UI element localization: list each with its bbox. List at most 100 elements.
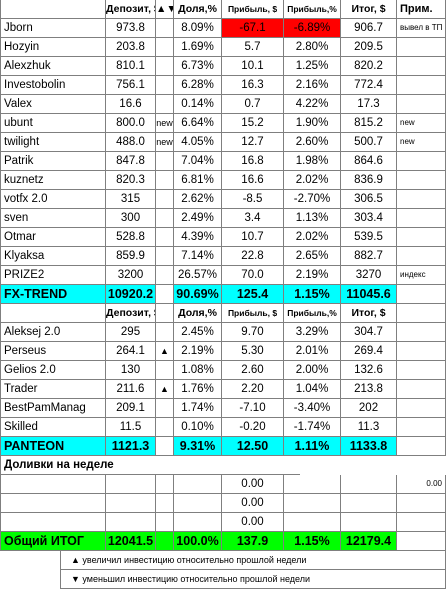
profit-cell[interactable]: 16.6: [222, 171, 284, 190]
profit-pct-cell[interactable]: 1.25%: [284, 57, 341, 76]
change-cell[interactable]: [156, 399, 174, 418]
note-cell[interactable]: [397, 228, 446, 247]
name-header[interactable]: [0, 0, 106, 19]
share-cell[interactable]: 2.19%: [174, 342, 222, 361]
note-cell[interactable]: [397, 285, 446, 304]
change-cell[interactable]: ▲: [156, 342, 174, 361]
profit-pct-total[interactable]: 1.11%: [284, 437, 341, 456]
profit-pct-total[interactable]: 1.15%: [284, 285, 341, 304]
investor-name[interactable]: Gelios 2.0: [0, 361, 106, 380]
profit-cell[interactable]: -8.5: [222, 190, 284, 209]
change-cell[interactable]: [156, 418, 174, 437]
note-cell[interactable]: [397, 152, 446, 171]
empty-cell[interactable]: [106, 494, 156, 513]
profit-header[interactable]: Прибыль, $: [222, 304, 284, 323]
share-cell[interactable]: 1.76%: [174, 380, 222, 399]
profit-total[interactable]: 137.9: [222, 532, 284, 551]
share-cell[interactable]: 1.69%: [174, 38, 222, 57]
deposit-total[interactable]: 12041.5: [106, 532, 156, 551]
change-cell[interactable]: ▲: [156, 380, 174, 399]
total-cell[interactable]: 306.5: [341, 190, 397, 209]
empty-cell[interactable]: [106, 475, 156, 494]
total-total[interactable]: 11045.6: [341, 285, 397, 304]
empty-cell[interactable]: [156, 475, 174, 494]
total-total[interactable]: 1133.8: [341, 437, 397, 456]
empty-cell[interactable]: [156, 513, 174, 532]
deposit-cell[interactable]: 488.0: [106, 133, 156, 152]
group-name[interactable]: Общий ИТОГ: [0, 532, 106, 551]
deposit-cell[interactable]: 130: [106, 361, 156, 380]
deposit-cell[interactable]: 211.6: [106, 380, 156, 399]
profit-pct-cell[interactable]: 2.60%: [284, 133, 341, 152]
deposit-header[interactable]: Депозит, $: [106, 304, 156, 323]
share-cell[interactable]: 26.57%: [174, 266, 222, 285]
name-header[interactable]: [0, 304, 106, 323]
share-cell[interactable]: 7.04%: [174, 152, 222, 171]
profit-cell[interactable]: 5.7: [222, 38, 284, 57]
deposit-cell[interactable]: 264.1: [106, 342, 156, 361]
investor-name[interactable]: sven: [0, 209, 106, 228]
share-total[interactable]: 90.69%: [174, 285, 222, 304]
note-cell[interactable]: [397, 323, 446, 342]
profit-cell[interactable]: -67.1: [222, 19, 284, 38]
profit-pct-cell[interactable]: 2.00%: [284, 361, 341, 380]
total-cell[interactable]: 132.6: [341, 361, 397, 380]
profit-cell[interactable]: -0.20: [222, 418, 284, 437]
investor-name[interactable]: Klyaksa: [0, 247, 106, 266]
profit-cell[interactable]: 0.7: [222, 95, 284, 114]
note-cell[interactable]: [397, 247, 446, 266]
investor-name[interactable]: Aleksej 2.0: [0, 323, 106, 342]
investor-name[interactable]: kuznetz: [0, 171, 106, 190]
change-cell[interactable]: new: [156, 133, 174, 152]
share-cell[interactable]: 1.74%: [174, 399, 222, 418]
profit-total[interactable]: 125.4: [222, 285, 284, 304]
note-cell[interactable]: индекс: [397, 266, 446, 285]
investor-name[interactable]: Alexzhuk: [0, 57, 106, 76]
total-cell[interactable]: 836.9: [341, 171, 397, 190]
share-cell[interactable]: 0.10%: [174, 418, 222, 437]
share-header[interactable]: Доля,%: [174, 0, 222, 19]
empty-cell[interactable]: [174, 513, 222, 532]
share-cell[interactable]: 8.09%: [174, 19, 222, 38]
empty-cell[interactable]: [0, 494, 106, 513]
empty-cell[interactable]: [106, 513, 156, 532]
total-cell[interactable]: 500.7: [341, 133, 397, 152]
profit-pct-cell[interactable]: 2.16%: [284, 76, 341, 95]
note-cell[interactable]: [397, 380, 446, 399]
change-header[interactable]: [156, 304, 174, 323]
note-header[interactable]: Прим.: [397, 0, 446, 19]
empty-cell[interactable]: [341, 513, 397, 532]
share-cell[interactable]: 7.14%: [174, 247, 222, 266]
total-cell[interactable]: 539.5: [341, 228, 397, 247]
note-cell[interactable]: [397, 532, 446, 551]
deposit-cell[interactable]: 820.3: [106, 171, 156, 190]
profit-pct-cell[interactable]: 1.98%: [284, 152, 341, 171]
empty-cell[interactable]: [284, 475, 341, 494]
deposit-cell[interactable]: 295: [106, 323, 156, 342]
deposit-cell[interactable]: 859.9: [106, 247, 156, 266]
note-cell[interactable]: new: [397, 114, 446, 133]
empty-cell[interactable]: [0, 513, 106, 532]
total-cell[interactable]: 882.7: [341, 247, 397, 266]
profit-pct-cell[interactable]: 1.13%: [284, 209, 341, 228]
investor-name[interactable]: votfx 2.0: [0, 190, 106, 209]
change-cell[interactable]: [156, 38, 174, 57]
investor-name[interactable]: Otmar: [0, 228, 106, 247]
profit-cell[interactable]: 10.7: [222, 228, 284, 247]
deposit-cell[interactable]: 973.8: [106, 19, 156, 38]
section-title[interactable]: Доливки на неделе: [0, 456, 300, 475]
profit-cell[interactable]: 70.0: [222, 266, 284, 285]
profit-pct-cell[interactable]: -2.70%: [284, 190, 341, 209]
total-header[interactable]: Итог, $: [341, 0, 397, 19]
topup-note[interactable]: [397, 494, 446, 513]
share-cell[interactable]: 4.39%: [174, 228, 222, 247]
deposit-cell[interactable]: 810.1: [106, 57, 156, 76]
profit-pct-cell[interactable]: 4.22%: [284, 95, 341, 114]
note-cell[interactable]: вывел в ТП: [397, 19, 446, 38]
topup-profit[interactable]: 0.00: [222, 513, 284, 532]
change-cell[interactable]: [156, 190, 174, 209]
empty-cell[interactable]: [284, 494, 341, 513]
total-cell[interactable]: 864.6: [341, 152, 397, 171]
total-cell[interactable]: 820.2: [341, 57, 397, 76]
profit-pct-cell[interactable]: 2.02%: [284, 171, 341, 190]
